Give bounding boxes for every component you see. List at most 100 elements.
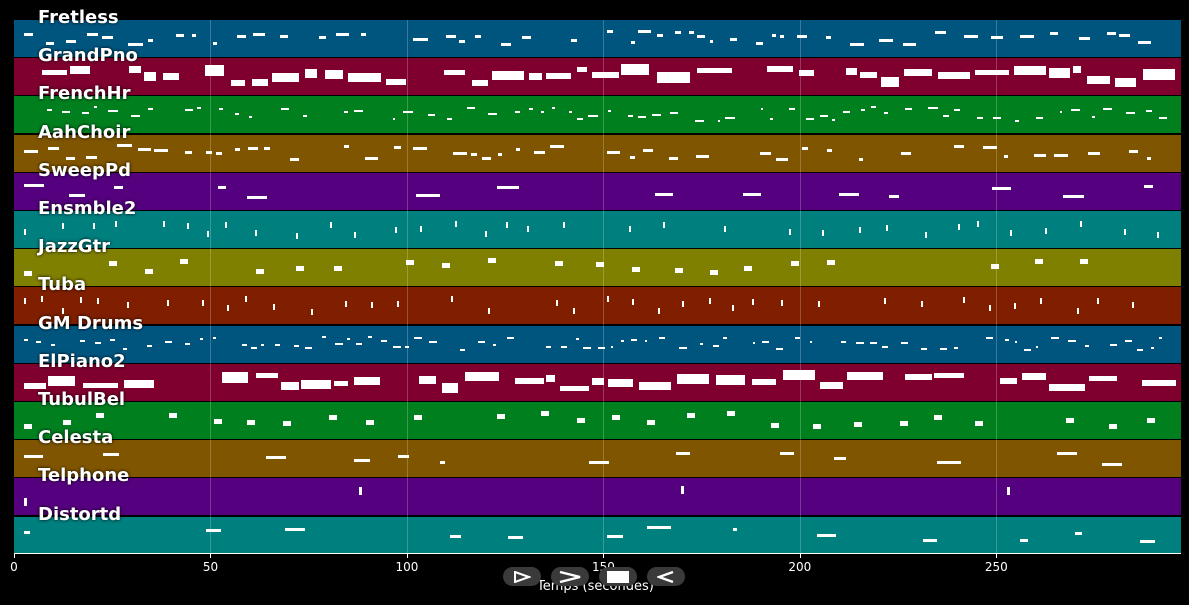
note bbox=[41, 69, 67, 76]
note bbox=[674, 267, 683, 273]
note bbox=[731, 304, 734, 311]
note bbox=[397, 454, 410, 458]
note bbox=[743, 265, 752, 271]
note bbox=[501, 43, 512, 47]
note bbox=[506, 221, 509, 228]
track-label: Tuba bbox=[38, 274, 87, 296]
note bbox=[179, 258, 188, 264]
note bbox=[381, 340, 387, 343]
note bbox=[576, 66, 588, 72]
track-ensmble2[interactable] bbox=[14, 211, 1181, 248]
back-button[interactable] bbox=[647, 567, 685, 586]
note bbox=[858, 226, 861, 233]
note bbox=[81, 111, 90, 114]
track-celesta[interactable] bbox=[14, 440, 1181, 478]
note bbox=[304, 346, 312, 349]
note bbox=[675, 31, 681, 35]
note bbox=[833, 457, 847, 460]
note bbox=[464, 372, 499, 381]
note bbox=[607, 109, 611, 112]
note bbox=[413, 336, 422, 339]
track-sweeppd[interactable] bbox=[14, 172, 1181, 210]
note bbox=[66, 40, 77, 44]
note bbox=[723, 336, 727, 339]
note bbox=[202, 299, 205, 306]
piano-roll[interactable]: Fretless GrandPno FrenchHr AahChoir SweepPd E… bbox=[0, 0, 1189, 560]
note bbox=[1045, 227, 1048, 234]
note bbox=[348, 73, 381, 83]
track-distortd[interactable] bbox=[14, 516, 1181, 554]
note bbox=[102, 36, 114, 40]
gridline bbox=[799, 20, 801, 553]
track-label: GM Drums bbox=[38, 312, 144, 334]
note bbox=[638, 382, 672, 390]
note bbox=[1142, 380, 1176, 387]
note bbox=[669, 157, 678, 161]
note bbox=[443, 69, 465, 76]
track-gm-drums[interactable] bbox=[14, 325, 1181, 363]
note bbox=[1036, 346, 1039, 349]
note bbox=[191, 34, 197, 38]
play-button[interactable] bbox=[503, 567, 541, 586]
note bbox=[607, 30, 613, 34]
note bbox=[839, 193, 859, 197]
note bbox=[925, 231, 928, 238]
note bbox=[560, 345, 567, 348]
note bbox=[82, 382, 119, 389]
note bbox=[318, 35, 326, 39]
note bbox=[251, 346, 257, 349]
note bbox=[869, 341, 878, 344]
note bbox=[418, 376, 436, 385]
note bbox=[775, 157, 788, 161]
track-frenchhr[interactable] bbox=[14, 96, 1181, 134]
note bbox=[69, 193, 86, 197]
note bbox=[695, 154, 709, 158]
note bbox=[405, 346, 409, 349]
note bbox=[1087, 76, 1111, 85]
note bbox=[752, 342, 755, 345]
note bbox=[24, 339, 29, 342]
note bbox=[992, 116, 1001, 119]
note bbox=[689, 30, 695, 34]
note bbox=[760, 152, 772, 156]
note bbox=[204, 65, 225, 76]
track-jazzgtr[interactable] bbox=[14, 249, 1181, 287]
note bbox=[1143, 184, 1153, 188]
track-label: GrandPno bbox=[38, 45, 138, 67]
forward-button[interactable] bbox=[551, 567, 589, 586]
note bbox=[1020, 538, 1029, 542]
note bbox=[1119, 33, 1131, 37]
track-telphone[interactable] bbox=[14, 478, 1181, 516]
play-icon bbox=[514, 570, 531, 583]
note bbox=[97, 298, 100, 305]
track-fretless[interactable] bbox=[14, 20, 1181, 57]
note bbox=[45, 41, 55, 45]
note bbox=[69, 66, 90, 75]
note bbox=[881, 346, 888, 349]
x-tick-label: 250 bbox=[984, 560, 1008, 574]
note bbox=[713, 345, 719, 348]
note bbox=[184, 343, 190, 346]
note bbox=[1020, 34, 1034, 38]
note bbox=[234, 113, 239, 116]
note bbox=[506, 337, 514, 340]
track-label: SweepPd bbox=[38, 159, 131, 181]
note bbox=[1014, 303, 1017, 310]
note bbox=[575, 338, 580, 341]
note bbox=[991, 264, 1000, 270]
note bbox=[709, 270, 718, 275]
note bbox=[1057, 451, 1078, 455]
note bbox=[446, 34, 456, 38]
note bbox=[1092, 116, 1096, 119]
x-tick bbox=[210, 553, 212, 558]
note bbox=[540, 111, 545, 114]
note bbox=[1097, 298, 1100, 305]
track-label: ElPiano2 bbox=[38, 350, 126, 372]
track-tubulbel[interactable] bbox=[14, 402, 1181, 439]
note bbox=[1088, 152, 1101, 156]
gridline bbox=[603, 20, 605, 553]
track-tuba[interactable] bbox=[14, 287, 1181, 325]
note bbox=[24, 382, 46, 389]
stop-button[interactable] bbox=[599, 567, 637, 586]
note bbox=[94, 106, 98, 109]
